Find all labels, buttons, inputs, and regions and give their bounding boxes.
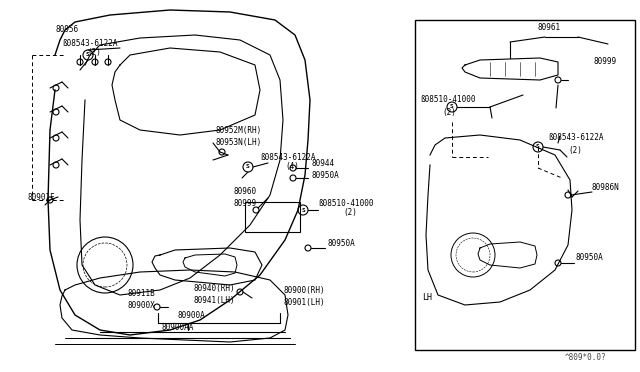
Circle shape — [77, 59, 83, 65]
Text: ß08543-6122A: ß08543-6122A — [548, 134, 604, 142]
Circle shape — [290, 165, 296, 171]
Circle shape — [47, 197, 53, 203]
Text: S: S — [86, 52, 90, 58]
Circle shape — [53, 109, 59, 115]
Text: S: S — [536, 144, 540, 150]
Text: S: S — [246, 164, 250, 170]
Circle shape — [565, 192, 571, 198]
Text: 80911B: 80911B — [128, 289, 156, 298]
Text: 80956: 80956 — [55, 26, 78, 35]
Text: 80950A: 80950A — [575, 253, 603, 262]
Text: 80940(RH): 80940(RH) — [194, 283, 236, 292]
Text: 80901E: 80901E — [28, 193, 56, 202]
Circle shape — [305, 245, 311, 251]
Text: (2): (2) — [87, 48, 101, 58]
Text: 80986N: 80986N — [592, 183, 620, 192]
Text: (2): (2) — [343, 208, 357, 218]
Circle shape — [105, 59, 111, 65]
Text: ß08543-6122A: ß08543-6122A — [260, 153, 316, 161]
Text: S: S — [301, 208, 305, 212]
Bar — [415, 20, 635, 350]
Text: 80953N(LH): 80953N(LH) — [215, 138, 261, 148]
Text: 80952M(RH): 80952M(RH) — [215, 125, 261, 135]
Text: (2): (2) — [568, 145, 582, 154]
Text: ß08510-41000: ß08510-41000 — [420, 96, 476, 105]
Text: ß08543-6122A: ß08543-6122A — [62, 38, 118, 48]
Text: 80900X: 80900X — [128, 301, 156, 310]
Text: ß08510-41000: ß08510-41000 — [318, 199, 374, 208]
Text: 80950A: 80950A — [311, 170, 339, 180]
Text: 80999: 80999 — [234, 199, 257, 208]
Text: 80950A: 80950A — [328, 238, 356, 247]
Circle shape — [53, 135, 59, 141]
Text: 80900AA: 80900AA — [162, 323, 195, 331]
Text: 80901(LH): 80901(LH) — [284, 298, 326, 307]
Circle shape — [555, 260, 561, 266]
Circle shape — [53, 85, 59, 91]
Circle shape — [53, 162, 59, 168]
Circle shape — [92, 59, 98, 65]
Circle shape — [219, 149, 225, 155]
Circle shape — [253, 207, 259, 213]
Text: (2): (2) — [442, 108, 456, 116]
Text: 80999: 80999 — [593, 58, 616, 67]
Text: 80941(LH): 80941(LH) — [194, 295, 236, 305]
Text: 80960: 80960 — [234, 187, 257, 196]
Text: 80961: 80961 — [537, 23, 560, 32]
Text: 80900A: 80900A — [178, 311, 205, 320]
Circle shape — [154, 304, 160, 310]
Circle shape — [237, 289, 243, 295]
Text: 80944: 80944 — [311, 158, 334, 167]
Text: (4): (4) — [285, 163, 299, 171]
Bar — [245, 202, 300, 232]
Text: ^809*0.0?: ^809*0.0? — [565, 353, 607, 362]
Text: S: S — [450, 105, 454, 109]
Text: LH: LH — [422, 294, 432, 302]
Circle shape — [290, 175, 296, 181]
Text: 80900(RH): 80900(RH) — [284, 286, 326, 295]
Circle shape — [555, 77, 561, 83]
